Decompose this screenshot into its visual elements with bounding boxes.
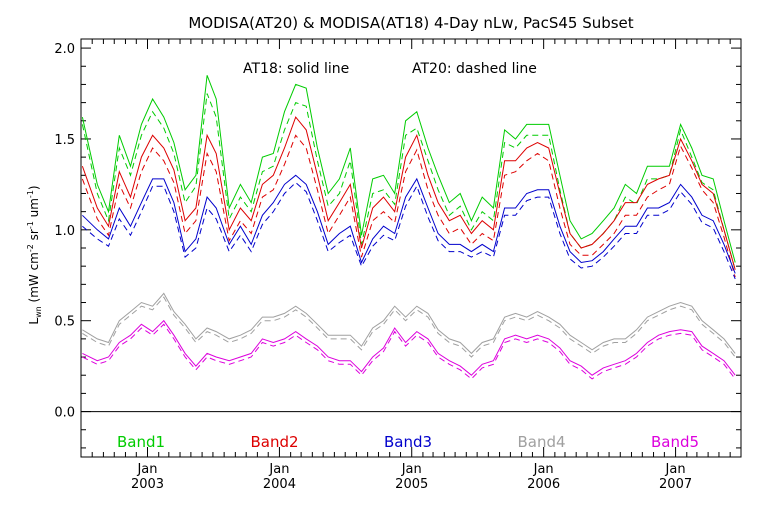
x-tick-label-month: Jan	[533, 462, 554, 477]
legend-item-band1: Band1	[117, 433, 165, 451]
x-tick-label-year: 2006	[527, 477, 560, 492]
legend-item-band5: Band5	[651, 433, 699, 451]
chart-title: MODISA(AT20) & MODISA(AT18) 4-Day nLw, P…	[188, 14, 633, 32]
x-tick-label-year: 2007	[659, 477, 692, 492]
y-axis-label-sub: wn	[34, 306, 43, 318]
plot-frame	[80, 38, 742, 458]
legend-item-band3: Band3	[384, 433, 432, 451]
y-axis-label-unit-b: sr	[27, 229, 41, 244]
series-line-band5-at20	[82, 323, 736, 380]
legend-item-band4: Band4	[517, 433, 565, 451]
y-tick-label: 0.0	[54, 406, 75, 421]
series-line-band1-at20	[81, 93, 736, 270]
y-tick-label: 0.5	[54, 315, 75, 330]
y-axis-label-unit-a: (mW cm	[27, 252, 41, 306]
annotation-solid: AT18: solid line	[243, 61, 349, 77]
y-tick-label: 2.0	[54, 42, 75, 57]
x-tick-label-month: Jan	[401, 462, 422, 477]
series-line-band1-at18	[81, 75, 736, 263]
x-tick-label-year: 2005	[395, 477, 428, 492]
series-line-band3-at20	[82, 181, 736, 280]
y-axis-label-unit-c: um	[27, 198, 41, 221]
x-tick-label-year: 2003	[131, 477, 164, 492]
y-axis-label: Lwn (mW cm-2 sr-1 um-1)	[26, 185, 43, 324]
series-line-band2-at18	[81, 116, 736, 270]
x-tick-label-month: Jan	[136, 462, 157, 477]
legend-item-band2: Band2	[250, 433, 298, 451]
y-tick-label: 1.5	[54, 133, 75, 148]
x-tick-label-year: 2004	[263, 477, 296, 492]
x-tick-label-month: Jan	[665, 462, 686, 477]
y-axis-label-close: )	[27, 185, 41, 190]
x-tick-label-month: Jan	[268, 462, 289, 477]
series-line-band3-at18	[82, 174, 736, 274]
y-axis-label-sup-b: -1	[26, 221, 35, 229]
legend: Band1 Band2 Band3 Band4 Band5	[117, 433, 699, 451]
series-line-band5-at18	[82, 319, 736, 376]
y-tick-label: 1.0	[54, 224, 75, 239]
series-layer	[81, 75, 736, 380]
y-axis-label-sup-c: -1	[26, 190, 35, 198]
series-line-band2-at20	[81, 134, 736, 278]
y-axis-label-l: L	[27, 318, 41, 325]
y-axis-label-sup-a: -2	[26, 244, 35, 252]
series-line-band4-at20	[82, 296, 736, 358]
series-line-band4-at18	[82, 292, 736, 355]
annotation-dashed: AT20: dashed line	[412, 61, 537, 77]
